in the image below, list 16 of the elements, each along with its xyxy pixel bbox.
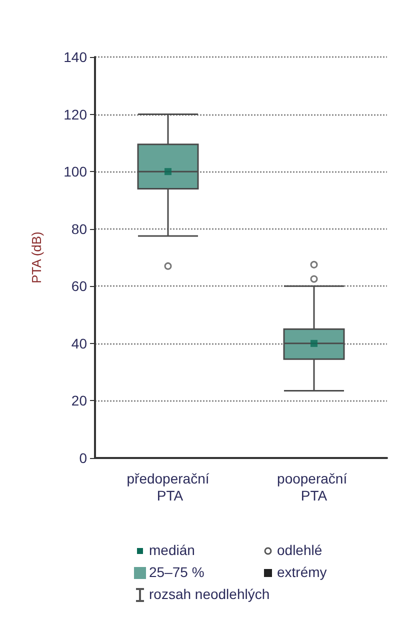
text: medián — [149, 542, 195, 558]
y-tick-label: 100 — [64, 164, 88, 180]
y-tick-label: 120 — [64, 106, 88, 122]
text: 25–75 % — [149, 564, 204, 580]
text: odlehlé — [277, 542, 322, 558]
y-tick-label: 0 — [79, 450, 88, 466]
y-tick-label: 60 — [71, 278, 88, 294]
text: extrémy — [277, 564, 327, 580]
x-tick-label: předoperační PTA — [126, 470, 210, 504]
y-axis-title: PTA (dB) — [29, 232, 44, 284]
x-tick-label: pooperační PTA — [277, 470, 351, 504]
y-tick-label: 20 — [71, 392, 88, 409]
y-tick-label: 40 — [71, 335, 88, 352]
y-tick-label: 80 — [71, 220, 88, 237]
y-tick-label: 140 — [64, 49, 88, 65]
text: rozsah neodlehlých — [149, 586, 270, 602]
